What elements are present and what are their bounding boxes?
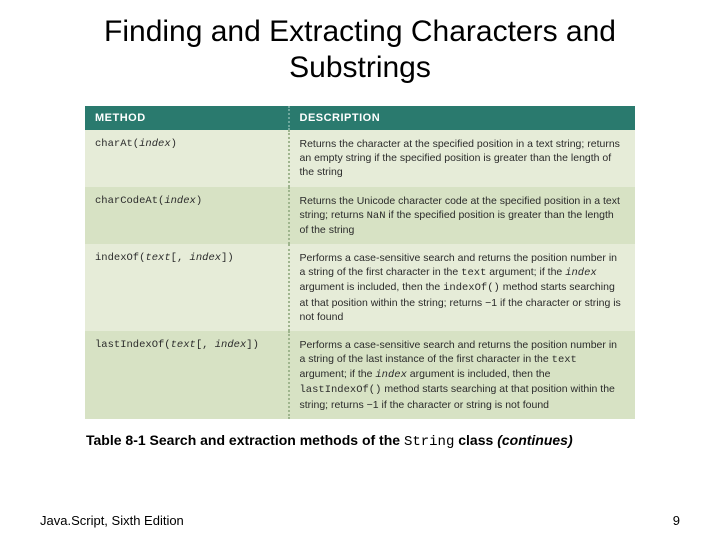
caption-text: Search and extraction methods of the: [150, 432, 401, 448]
table-row: indexOf(text[, index]) Performs a case-s…: [85, 244, 635, 331]
table-container: METHOD DESCRIPTION charAt(index) Returns…: [0, 94, 720, 419]
column-header-description: DESCRIPTION: [289, 106, 636, 130]
methods-table: METHOD DESCRIPTION charAt(index) Returns…: [85, 106, 635, 419]
description-cell: Returns the character at the specified p…: [289, 130, 636, 187]
method-cell: indexOf(text[, index]): [85, 244, 289, 331]
description-cell: Performs a case-sensitive search and ret…: [289, 331, 636, 419]
method-cell: lastIndexOf(text[, index]): [85, 331, 289, 419]
footer-page-number: 9: [673, 513, 680, 528]
caption-tail: class: [458, 432, 493, 448]
table-row: lastIndexOf(text[, index]) Performs a ca…: [85, 331, 635, 419]
method-cell: charCodeAt(index): [85, 187, 289, 245]
table-caption: Table 8-1 Search and extraction methods …: [86, 431, 634, 451]
description-cell: Returns the Unicode character code at th…: [289, 187, 636, 245]
column-header-method: METHOD: [85, 106, 289, 130]
footer-book-title: Java.Script, Sixth Edition: [40, 513, 184, 528]
method-cell: charAt(index): [85, 130, 289, 187]
table-row: charCodeAt(index) Returns the Unicode ch…: [85, 187, 635, 245]
caption-code: String: [404, 434, 454, 450]
caption-label: Table 8-1: [86, 432, 146, 448]
slide-title: Finding and Extracting Characters and Su…: [0, 0, 720, 94]
caption-continues: (continues): [497, 432, 572, 448]
table-row: charAt(index) Returns the character at t…: [85, 130, 635, 187]
caption-container: Table 8-1 Search and extraction methods …: [0, 419, 720, 451]
table-body: charAt(index) Returns the character at t…: [85, 130, 635, 419]
slide-footer: Java.Script, Sixth Edition 9: [0, 513, 720, 528]
description-cell: Performs a case-sensitive search and ret…: [289, 244, 636, 331]
